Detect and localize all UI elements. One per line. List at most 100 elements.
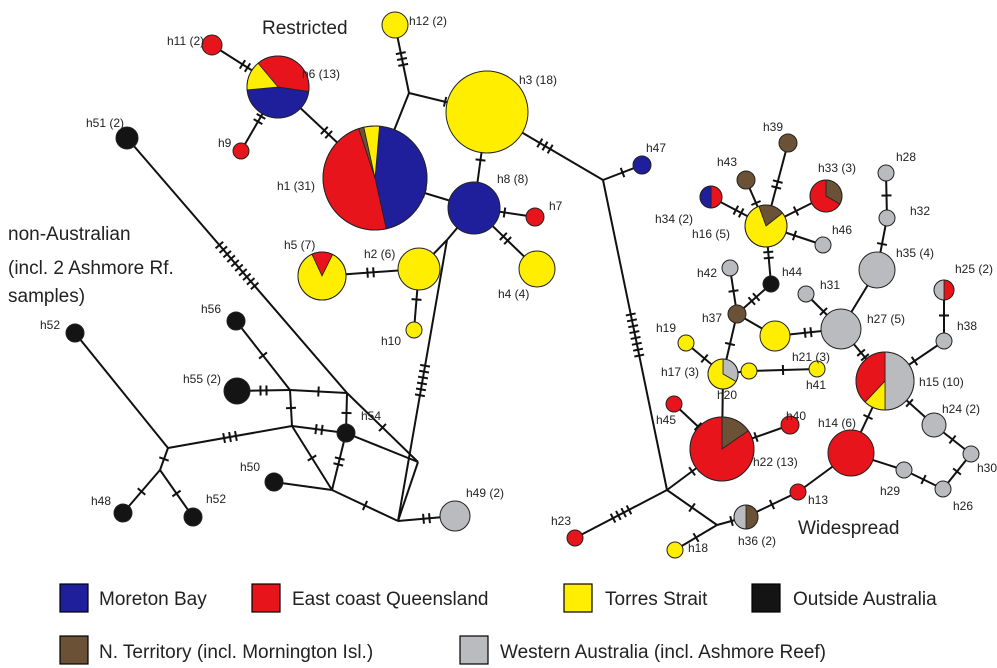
pie-slice: [733, 504, 747, 530]
mutation-tick: [222, 432, 226, 444]
mutation-tick: [905, 398, 914, 408]
haplotype-node-h28: [877, 164, 895, 182]
haplotype-node-h20: [740, 362, 758, 380]
mutation-tick: [324, 130, 333, 139]
mutation-tick: [536, 138, 544, 148]
pie-slice: [780, 415, 800, 435]
pie-slice: [632, 155, 652, 175]
haplotype-label-h40: h40: [786, 409, 806, 423]
haplotype-node-h42: [721, 259, 739, 277]
mutation-tick: [688, 502, 696, 513]
haplotype-label-h26: h26: [953, 499, 973, 513]
haplotype-node-h9: [232, 142, 250, 160]
mutation-tick: [952, 467, 962, 476]
mutation-tick: [222, 250, 232, 259]
mutation-tick: [244, 62, 252, 73]
pie-slice: [445, 70, 529, 154]
haplotype-node-h44: [762, 275, 780, 293]
mutation-tick: [242, 272, 252, 281]
haplotype-node-h39: [778, 133, 798, 153]
mutation-tick: [428, 513, 431, 524]
mutation-tick: [541, 141, 549, 151]
haplotype-node-h7: [525, 207, 545, 227]
node-outline: [707, 358, 739, 390]
mutation-tick: [700, 354, 709, 363]
mutation-tick: [417, 375, 429, 380]
mutation-tick: [728, 289, 739, 293]
haplotype-node-h48: [113, 503, 133, 523]
haplotype-node-h56: [226, 311, 246, 331]
mutation-tick: [771, 185, 782, 190]
haplotype-label-h27: h27 (5): [867, 312, 905, 326]
mutation-tick: [378, 423, 387, 432]
haplotype-node-h26: [934, 480, 952, 498]
haplotype-label-h15: h15 (10): [919, 375, 964, 389]
network-edge: [74, 332, 169, 449]
pie-slice: [878, 209, 896, 227]
haplotype-node-h24: [921, 412, 947, 438]
pie-slice: [566, 529, 584, 547]
haplotype-node-h40: [780, 415, 800, 435]
pie-slice: [405, 321, 423, 339]
haplotype-label-h19: h19: [656, 321, 676, 335]
mutation-tick: [418, 369, 430, 374]
haplotype-node-h35: [858, 251, 896, 289]
mutation-tick: [763, 250, 774, 254]
haplotype-node-h4: [518, 250, 556, 288]
haplotype-node-h54: [336, 423, 356, 443]
mutation-tick: [625, 504, 633, 515]
haplotype-label-h29: h29: [880, 484, 900, 498]
mutation-tick: [792, 206, 800, 216]
mutation-tick: [737, 208, 745, 218]
mutation-tick: [948, 434, 957, 445]
legend-label-n-territory: N. Territory (incl. Mornington Isl.): [99, 642, 373, 663]
haplotype-node-h33: [809, 179, 843, 213]
haplotype-node-h10: [405, 321, 423, 339]
pie-slice: [727, 304, 747, 324]
mutation-tick: [692, 532, 700, 543]
pie-slice: [518, 250, 556, 288]
mutation-tick: [419, 363, 431, 368]
node-outline: [744, 204, 788, 248]
mutation-tick: [253, 118, 263, 125]
mutation-tick: [414, 393, 426, 398]
haplotype-node-h13: [789, 483, 807, 501]
haplotype-label-h45: h45: [656, 413, 676, 427]
haplotype-label-h2: h2 (6): [364, 247, 395, 261]
pie-slice: [877, 164, 895, 182]
haplotype-label-h48: h48: [91, 494, 111, 508]
haplotype-node-h47: [632, 155, 652, 175]
haplotype-node-h5: [297, 251, 347, 301]
haplotype-label-h28: h28: [896, 150, 916, 164]
haplotype-label-h16: h16 (5): [692, 227, 730, 241]
mutation-tick: [396, 57, 408, 61]
haplotype-node-h45: [665, 395, 683, 413]
pie-slice: [820, 308, 862, 350]
mutation-tick: [625, 312, 636, 317]
node-outline: [733, 504, 759, 530]
pie-slice: [113, 503, 133, 523]
mutation-tick: [411, 298, 422, 301]
haplotype-labels: h1 (31) h2 (6) h3 (18) h4 (4) h5 (7) h6 (13) h…: [40, 14, 997, 555]
mutation-tick: [772, 179, 783, 184]
pie-slice: [439, 500, 471, 532]
mutation-tick: [246, 277, 256, 286]
legend-swatch-moreton-bay: [59, 583, 89, 613]
mutation-tick: [415, 387, 427, 392]
legend-swatch-east-coast-queensland: [251, 583, 281, 613]
network-edge: [602, 179, 668, 491]
network-edge: [574, 489, 668, 539]
mutation-tick: [860, 353, 870, 362]
haplotype-node-h30: [962, 445, 980, 463]
haplotype-node-h8: [447, 181, 501, 235]
legend-swatch-n-territory: [59, 635, 89, 665]
mutation-tick: [307, 454, 317, 462]
legend-swatch-torres-strait: [563, 583, 593, 613]
mutation-tick: [876, 242, 888, 246]
mutation-tick: [609, 513, 617, 524]
haplotype-label-h11: h11 (2): [167, 34, 204, 48]
haplotype-label-h44: h44: [782, 265, 802, 279]
haplotype-label-h34: h34 (2): [655, 212, 693, 226]
haplotype-node-h21: [759, 320, 791, 352]
mutation-tick: [366, 267, 369, 278]
